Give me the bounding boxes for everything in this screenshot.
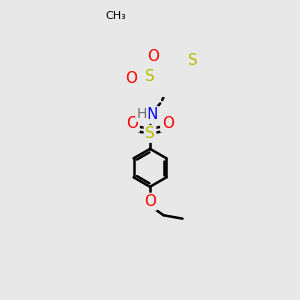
Text: N: N — [146, 107, 158, 122]
Text: CH₃: CH₃ — [106, 11, 127, 21]
Text: O: O — [162, 116, 174, 131]
Text: S: S — [145, 70, 155, 85]
Text: S: S — [188, 52, 198, 68]
Text: O: O — [126, 116, 138, 131]
Text: H: H — [137, 106, 147, 121]
Text: O: O — [125, 71, 137, 86]
Text: O: O — [147, 49, 159, 64]
Text: S: S — [145, 126, 155, 141]
Text: O: O — [144, 194, 156, 209]
